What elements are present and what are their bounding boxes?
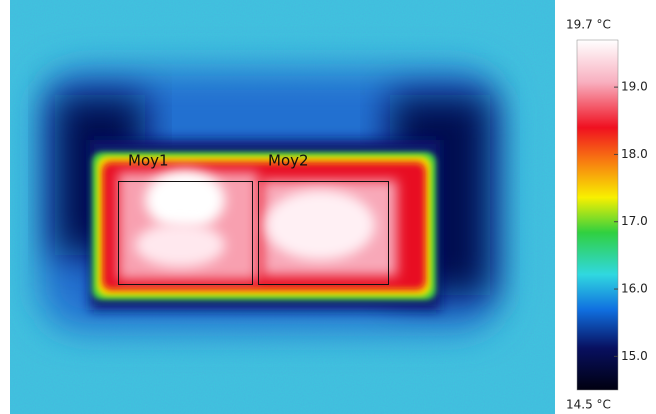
- tick-label: 19.0: [621, 80, 648, 94]
- tick-label: 16.0: [621, 282, 648, 296]
- region-label: Moy2: [268, 152, 309, 170]
- region-label: Moy1: [128, 152, 169, 170]
- colorbar-min: 14.5 °C: [566, 398, 611, 412]
- thermal-view: Moy1 Moy2 19.7 °C 14.5 °C 19.0 18.0 17.0 16…: [0, 0, 656, 414]
- colorbar-max: 19.7 °C: [566, 18, 611, 32]
- tick-label: 18.0: [621, 147, 648, 161]
- tick-label: 17.0: [621, 214, 648, 228]
- thermal-image: Moy1 Moy2: [10, 0, 555, 414]
- colorbar: [577, 40, 618, 390]
- colorbar-ticks: 19.0 18.0 17.0 16.0 15.0: [614, 80, 648, 363]
- tick-label: 15.0: [621, 349, 648, 363]
